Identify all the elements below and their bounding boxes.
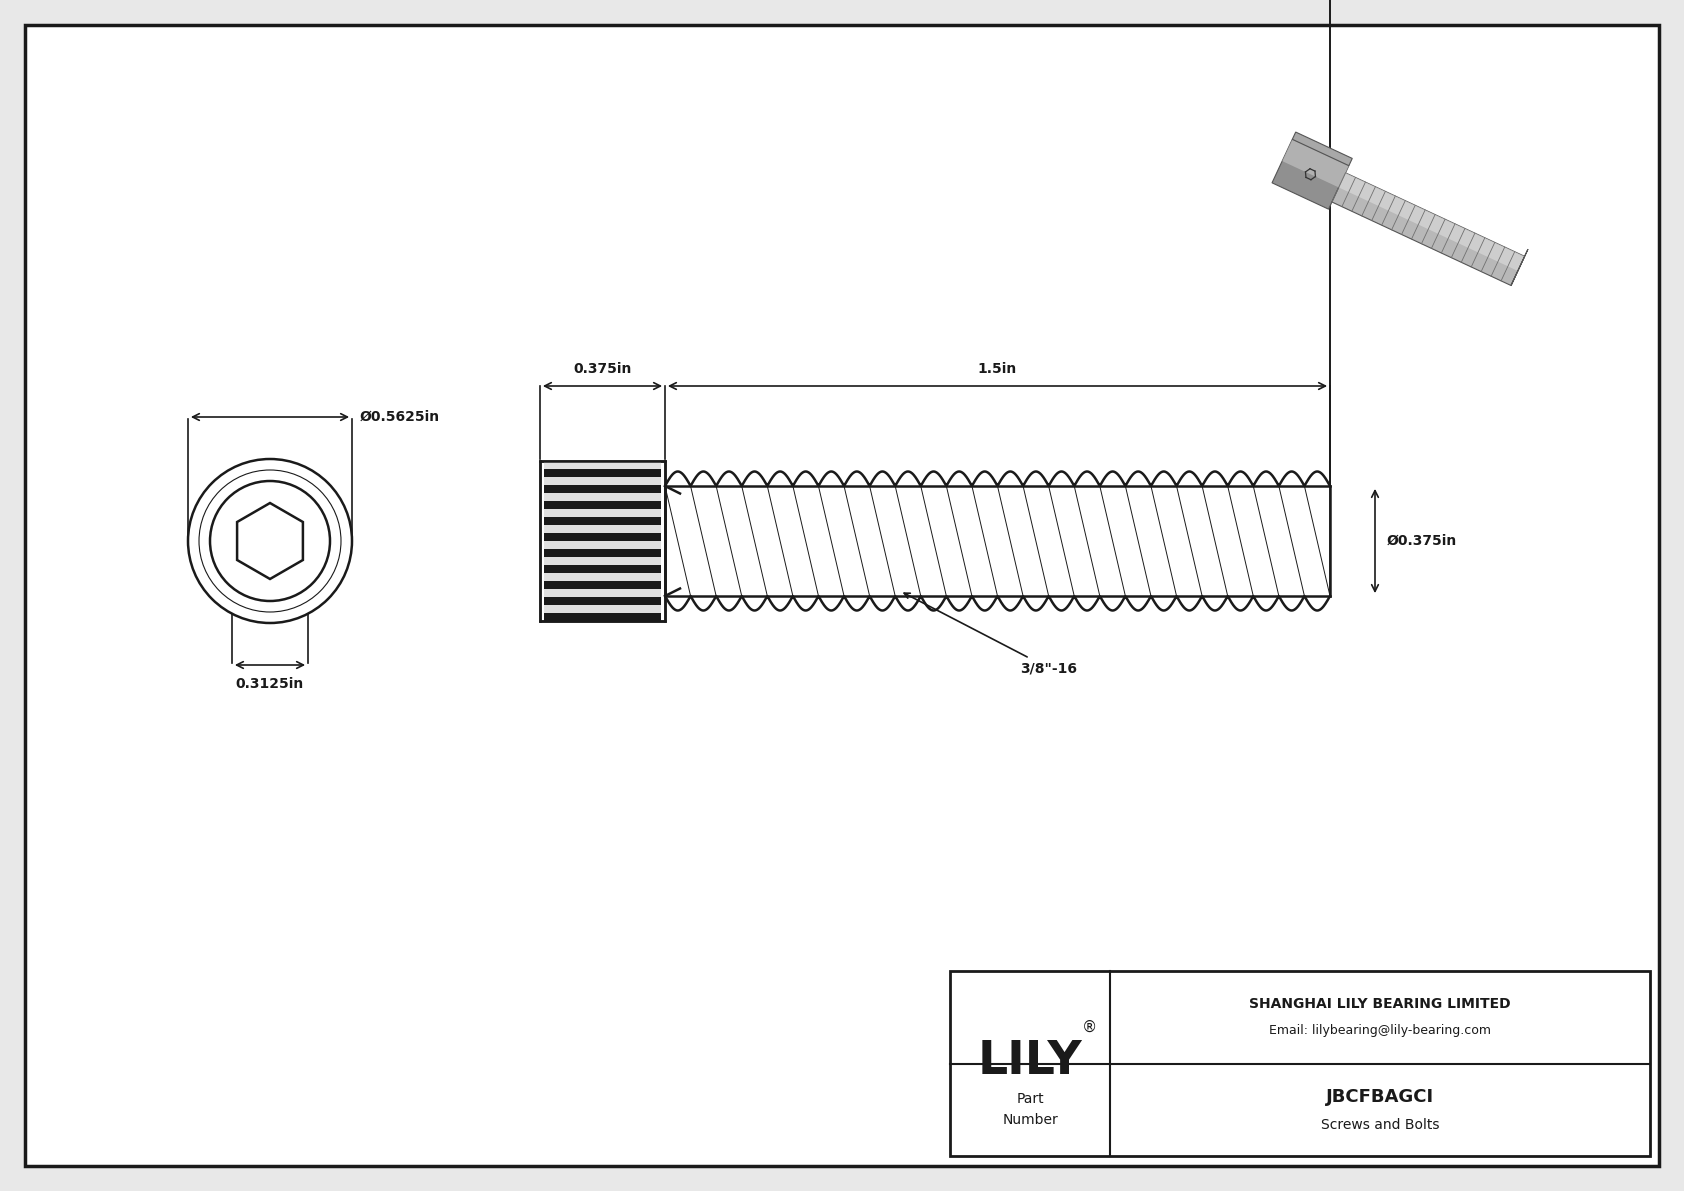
Bar xyxy=(544,565,662,573)
Bar xyxy=(544,525,662,534)
Bar xyxy=(544,573,662,581)
Bar xyxy=(541,461,665,621)
Text: Part
Number: Part Number xyxy=(1002,1092,1058,1127)
Text: 0.3125in: 0.3125in xyxy=(236,676,305,691)
Bar xyxy=(544,557,662,565)
Polygon shape xyxy=(1271,139,1349,210)
Text: SHANGHAI LILY BEARING LIMITED: SHANGHAI LILY BEARING LIMITED xyxy=(1250,997,1511,1011)
Text: 3/8"-16: 3/8"-16 xyxy=(904,593,1078,675)
Text: Ø0.375in: Ø0.375in xyxy=(1388,534,1457,548)
Bar xyxy=(544,485,662,493)
Text: 1.5in: 1.5in xyxy=(978,362,1017,376)
Circle shape xyxy=(189,459,352,623)
Bar xyxy=(544,534,662,541)
Bar xyxy=(544,461,662,469)
Bar xyxy=(544,613,662,621)
Bar xyxy=(544,493,662,501)
Bar xyxy=(665,486,1330,596)
Bar xyxy=(544,517,662,525)
Polygon shape xyxy=(1292,132,1352,166)
Bar xyxy=(544,509,662,517)
Polygon shape xyxy=(1339,173,1524,270)
Text: Email: lilybearing@lily-bearing.com: Email: lilybearing@lily-bearing.com xyxy=(1270,1024,1490,1036)
Text: Screws and Bolts: Screws and Bolts xyxy=(1320,1117,1440,1131)
Bar xyxy=(544,590,662,597)
Bar xyxy=(544,478,662,485)
Text: LILY: LILY xyxy=(978,1039,1083,1084)
Text: Ø0.5625in: Ø0.5625in xyxy=(360,410,440,424)
Bar xyxy=(950,971,1650,1156)
Text: ®: ® xyxy=(1083,1019,1098,1035)
Polygon shape xyxy=(237,503,303,579)
Bar xyxy=(544,549,662,557)
Bar xyxy=(544,469,662,478)
Circle shape xyxy=(210,481,330,601)
Polygon shape xyxy=(1332,173,1524,286)
Polygon shape xyxy=(1282,139,1349,187)
Polygon shape xyxy=(1511,249,1527,286)
Text: 0.375in: 0.375in xyxy=(573,362,632,376)
Bar xyxy=(544,581,662,590)
Bar xyxy=(544,501,662,509)
Bar xyxy=(544,605,662,613)
Text: JBCFBAGCI: JBCFBAGCI xyxy=(1325,1087,1435,1105)
Bar xyxy=(544,597,662,605)
Bar xyxy=(544,541,662,549)
